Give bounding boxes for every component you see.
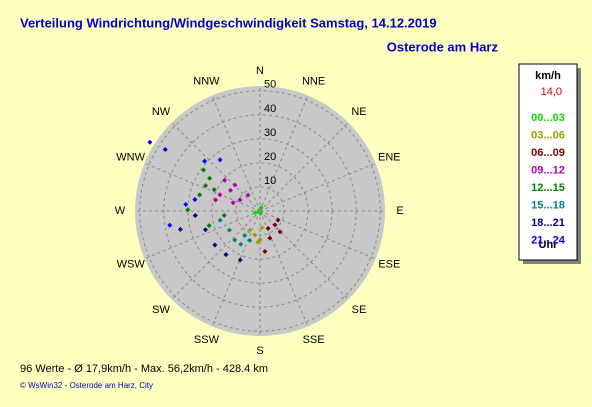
chart-title: Verteilung Windrichtung/Windgeschwindigk… bbox=[20, 15, 437, 30]
point bbox=[192, 213, 198, 219]
point bbox=[245, 192, 251, 198]
point bbox=[237, 197, 243, 203]
point bbox=[217, 192, 223, 198]
spoke bbox=[259, 162, 376, 212]
grid-ring bbox=[235, 186, 285, 236]
grid-ring bbox=[163, 114, 357, 308]
direction-label: WSW bbox=[117, 258, 146, 270]
direction-label: NNE bbox=[302, 76, 325, 88]
direction-label: NE bbox=[351, 106, 366, 118]
point bbox=[221, 212, 227, 218]
spoke bbox=[259, 122, 349, 212]
point bbox=[247, 227, 253, 233]
point bbox=[257, 210, 263, 216]
point bbox=[202, 158, 208, 164]
direction-label: N bbox=[256, 65, 264, 77]
spoke bbox=[171, 122, 261, 212]
point bbox=[255, 239, 261, 245]
point bbox=[207, 175, 213, 181]
point bbox=[252, 232, 258, 238]
legend-box bbox=[518, 63, 578, 261]
spoke bbox=[171, 210, 261, 300]
point bbox=[197, 192, 203, 198]
legend-current: 14,0 bbox=[541, 86, 562, 98]
point bbox=[227, 187, 233, 193]
point bbox=[237, 257, 243, 263]
point bbox=[232, 182, 238, 188]
grid-ring bbox=[139, 90, 381, 332]
point bbox=[252, 210, 258, 216]
point bbox=[275, 217, 281, 223]
point bbox=[262, 249, 268, 255]
direction-label: W bbox=[115, 205, 126, 217]
direction-label: WNW bbox=[116, 151, 145, 163]
direction-label: ESE bbox=[378, 258, 400, 270]
point bbox=[258, 205, 264, 211]
point bbox=[230, 200, 236, 206]
point bbox=[212, 242, 218, 248]
point bbox=[267, 235, 273, 241]
spoke bbox=[211, 95, 261, 212]
point bbox=[223, 252, 229, 258]
legend-entry: 12...15 bbox=[531, 182, 565, 194]
point bbox=[206, 223, 212, 229]
direction-label: SE bbox=[352, 304, 367, 316]
legend-entry: 18...21 bbox=[531, 217, 565, 229]
direction-label: SW bbox=[152, 304, 170, 316]
point bbox=[203, 183, 209, 189]
point bbox=[226, 227, 232, 233]
r-tick-label: 50 bbox=[264, 79, 276, 91]
spoke bbox=[144, 162, 261, 212]
legend-entry: 09...12 bbox=[531, 164, 565, 176]
point bbox=[242, 232, 248, 238]
legend-entry: 21...24 bbox=[531, 234, 566, 246]
point bbox=[277, 229, 283, 235]
direction-label: ENE bbox=[378, 151, 401, 163]
direction-label: E bbox=[396, 205, 403, 217]
point bbox=[183, 202, 189, 208]
point bbox=[192, 197, 198, 203]
direction-label: SSE bbox=[303, 334, 325, 346]
point bbox=[222, 177, 228, 183]
legend-entry: 00...03 bbox=[531, 112, 565, 124]
r-tick-label: 20 bbox=[264, 151, 276, 163]
legend-entry: 03...06 bbox=[531, 129, 565, 141]
grid-ring bbox=[211, 162, 309, 260]
direction-label: SSW bbox=[194, 334, 220, 346]
point bbox=[272, 222, 278, 228]
credit: © WsWin32 - Osterode am Harz, City bbox=[20, 381, 153, 390]
point bbox=[259, 225, 265, 231]
point bbox=[177, 226, 183, 232]
point bbox=[167, 222, 173, 228]
r-tick-label: 40 bbox=[264, 103, 276, 115]
legend-title: km/h bbox=[535, 70, 561, 82]
spoke bbox=[259, 95, 309, 212]
point bbox=[202, 227, 208, 233]
grid-ring bbox=[187, 138, 333, 284]
r-tick-label: 30 bbox=[264, 127, 276, 139]
point bbox=[265, 225, 271, 231]
point bbox=[201, 167, 207, 173]
point bbox=[232, 237, 238, 243]
legend-entry: 15...18 bbox=[531, 199, 565, 211]
legend-footer: Uhr bbox=[539, 239, 559, 251]
point bbox=[211, 187, 217, 193]
spoke bbox=[144, 210, 261, 260]
point bbox=[185, 207, 191, 213]
r-tick-label: 10 bbox=[264, 175, 276, 187]
direction-label: S bbox=[256, 345, 263, 357]
point bbox=[217, 157, 223, 163]
point bbox=[238, 241, 244, 247]
point bbox=[213, 197, 219, 203]
location: Osterode am Harz bbox=[387, 39, 499, 54]
legend-entry: 06...09 bbox=[531, 147, 565, 159]
point bbox=[147, 139, 153, 145]
point bbox=[217, 217, 223, 223]
footer: 96 Werte - Ø 17,9km/h - Max. 56,2km/h - … bbox=[20, 363, 268, 375]
direction-label: NW bbox=[152, 106, 171, 118]
point bbox=[162, 146, 168, 152]
direction-label: NNW bbox=[193, 76, 220, 88]
point bbox=[247, 238, 253, 244]
